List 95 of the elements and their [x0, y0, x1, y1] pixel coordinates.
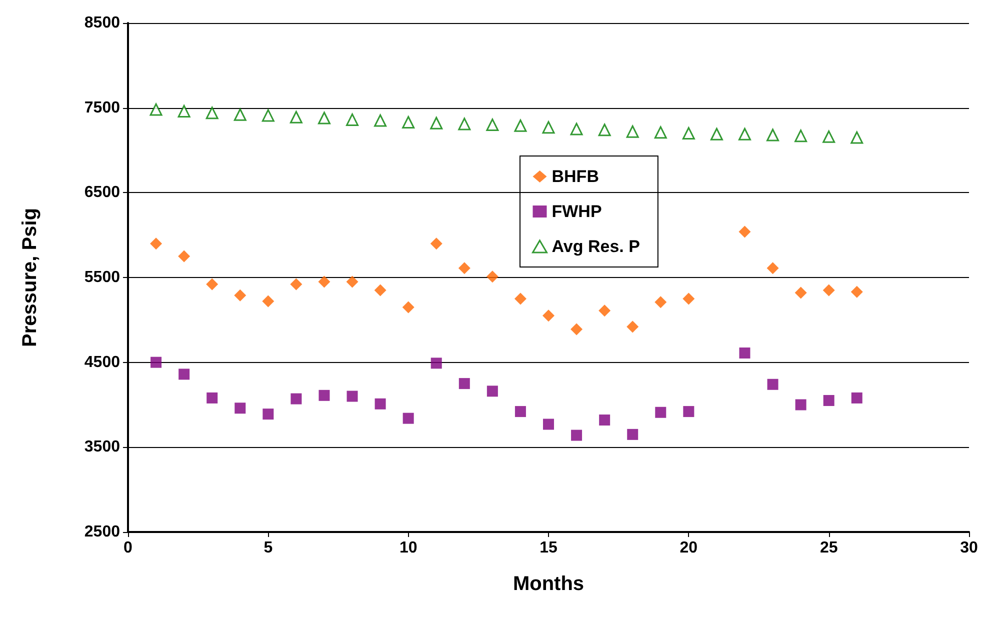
legend-label: Avg Res. P: [552, 237, 640, 256]
point: [514, 406, 526, 418]
point: [150, 238, 162, 250]
point: [234, 108, 246, 121]
point: [851, 392, 862, 404]
x-tick-label: 0: [124, 540, 133, 556]
point: [795, 399, 806, 410]
point: [290, 393, 302, 404]
y-axis-title: Pressure, Psig: [19, 208, 41, 347]
point: [486, 118, 499, 132]
point: [822, 284, 835, 296]
point: [234, 402, 246, 414]
point: [822, 130, 836, 143]
point: [654, 126, 667, 139]
y-tick-label: 8500: [84, 14, 120, 32]
point: [514, 119, 527, 132]
point: [150, 356, 162, 368]
point: [374, 398, 386, 410]
point: [655, 406, 666, 418]
x-tick-label: 5: [264, 540, 273, 556]
point: [402, 412, 414, 424]
point: [570, 122, 583, 136]
point: [178, 368, 190, 380]
point: [178, 104, 190, 118]
point: [290, 278, 302, 290]
point: [318, 112, 330, 124]
point: [823, 395, 834, 406]
point: [627, 428, 638, 440]
point: [486, 386, 498, 397]
point: [346, 390, 358, 402]
y-tick-label: 5500: [84, 269, 120, 286]
point: [318, 390, 330, 401]
point: [178, 250, 190, 262]
point: [514, 292, 526, 305]
point: [430, 116, 443, 130]
point: [206, 106, 218, 120]
point: [682, 292, 695, 305]
point: [766, 262, 779, 274]
x-tick-label: 25: [820, 540, 838, 556]
legend-label: BHFB: [552, 167, 599, 186]
point: [571, 430, 582, 441]
point: [682, 127, 695, 140]
point: [683, 406, 694, 418]
point: [542, 121, 555, 134]
x-tick-label: 20: [680, 540, 698, 556]
point: [262, 109, 274, 122]
point: [542, 310, 554, 322]
point: [598, 124, 611, 136]
point: [206, 278, 218, 290]
point: [150, 103, 162, 116]
point: [794, 286, 807, 299]
point: [599, 414, 610, 426]
legend-label: FWHP: [552, 202, 602, 221]
point: [458, 378, 470, 390]
point: [262, 295, 274, 308]
point: [767, 378, 778, 390]
point: [318, 276, 330, 288]
point: [458, 118, 471, 130]
y-tick-label: 3500: [84, 438, 120, 456]
point: [850, 286, 863, 298]
point: [739, 348, 750, 358]
point: [374, 284, 386, 296]
x-axis-title: Months: [512, 573, 584, 595]
point: [626, 125, 639, 138]
point: [458, 262, 470, 274]
point: [626, 320, 639, 333]
y-tick-label: 6500: [84, 184, 120, 202]
point: [486, 270, 498, 283]
point: [346, 113, 359, 126]
point: [710, 128, 723, 140]
point: [738, 226, 751, 238]
point: [206, 392, 218, 404]
point: [570, 323, 583, 336]
point: [290, 110, 302, 124]
y-tick-label: 2500: [84, 524, 120, 540]
point: [346, 276, 358, 288]
y-tick-label: 4500: [84, 354, 120, 371]
point: [402, 116, 415, 129]
x-tick-label: 15: [540, 540, 558, 556]
point: [430, 358, 442, 369]
point: [654, 296, 667, 308]
point: [262, 408, 274, 420]
point: [430, 238, 442, 250]
point: [543, 418, 554, 430]
x-tick-label: 10: [399, 540, 418, 556]
point: [598, 304, 611, 317]
x-tick-label: 30: [960, 540, 978, 556]
point: [794, 130, 808, 142]
point: [234, 289, 246, 302]
point: [738, 128, 751, 140]
point: [850, 131, 864, 144]
point: [374, 114, 387, 127]
point: [402, 301, 414, 314]
point: [766, 128, 780, 142]
y-tick-label: 7500: [84, 99, 120, 116]
